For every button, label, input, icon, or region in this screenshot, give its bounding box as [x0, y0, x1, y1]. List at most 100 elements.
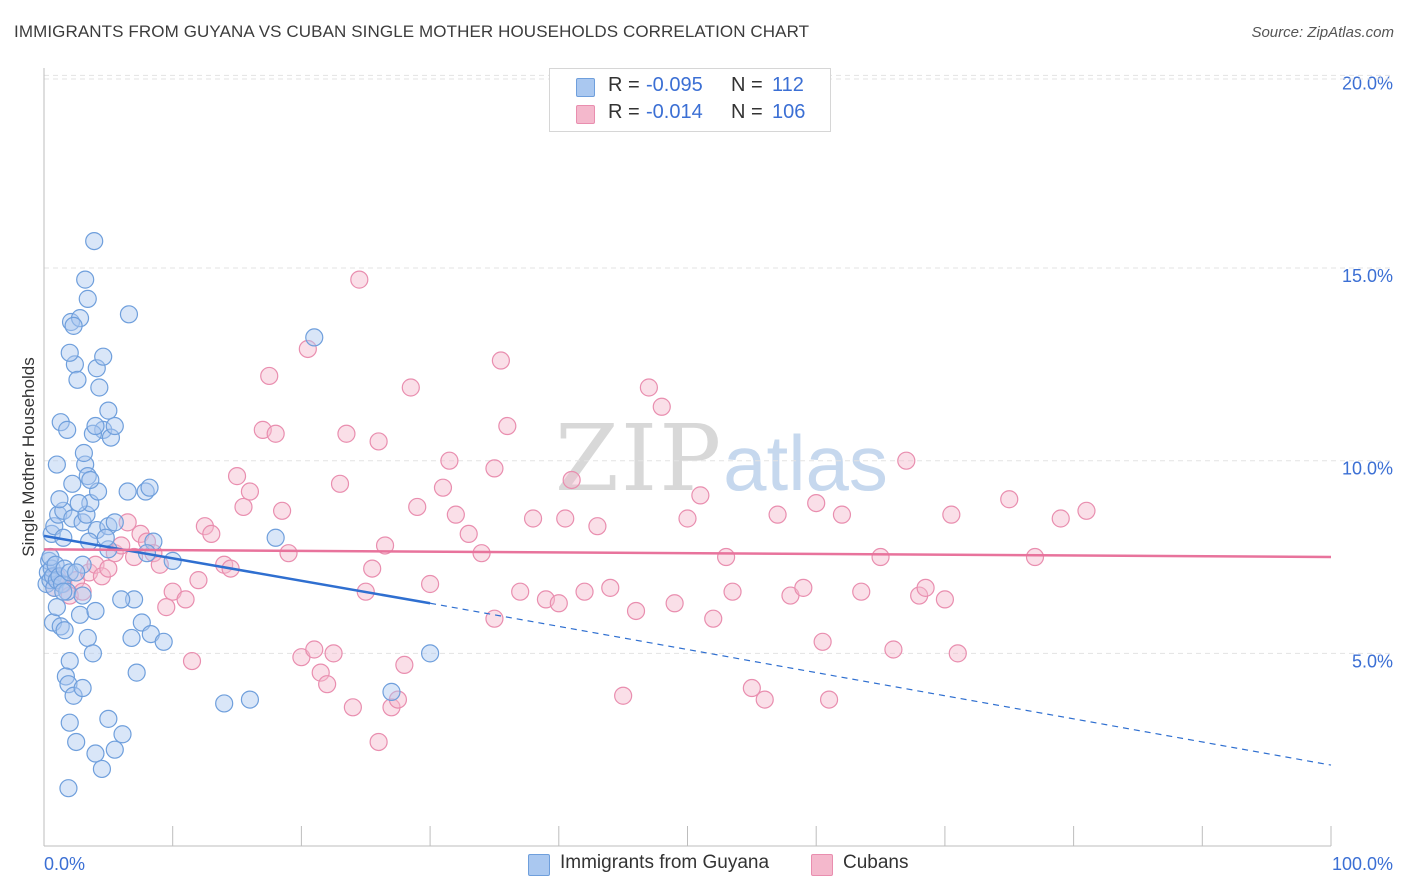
cuban-point — [279, 544, 298, 563]
cuban-point — [1025, 547, 1045, 567]
cuban-point — [234, 497, 253, 517]
cuban-point — [626, 601, 646, 621]
legend-row-guyana: R = -0.095 N = 112 — [550, 74, 830, 100]
guyana-point — [101, 428, 121, 447]
guyana-point — [46, 555, 65, 574]
cuban-point — [704, 609, 723, 628]
guyana-point — [54, 582, 73, 601]
legend-box: R = -0.095 N = 112 R = -0.014 N = 106 — [549, 68, 831, 132]
cuban-point — [350, 270, 369, 289]
guyana-point — [63, 509, 82, 528]
guyana-point — [113, 725, 132, 744]
x-tick-label: 0.0% — [44, 854, 85, 874]
bottom-legend-swatch-guyana — [528, 854, 550, 876]
cuban-point — [330, 474, 350, 493]
guyana-point — [60, 651, 79, 671]
guyana-point — [50, 490, 69, 509]
cuban-point — [511, 582, 530, 601]
cuban-point — [272, 501, 292, 520]
guyana-point — [105, 740, 124, 759]
legend-r-label: R = — [608, 74, 640, 96]
cuban-point — [691, 486, 710, 505]
guyana-point — [118, 482, 137, 501]
cuban-point — [337, 424, 356, 443]
guyana-point — [90, 378, 109, 397]
guyana-point — [119, 305, 139, 324]
cuban-point — [948, 644, 967, 663]
guyana-point — [68, 370, 87, 389]
cuban-point — [884, 640, 903, 659]
guyana-point — [305, 328, 324, 347]
guyana-trend-line — [43, 534, 431, 605]
cuban-point — [1077, 501, 1096, 520]
guyana-point — [69, 493, 88, 513]
guyana-point — [94, 347, 113, 366]
cuban-point — [916, 578, 935, 597]
guyana-point — [124, 590, 144, 609]
cuban-point — [549, 594, 568, 613]
series-cubans — [45, 270, 1096, 752]
guyana-point — [73, 586, 92, 605]
guyana-point — [99, 401, 118, 420]
cuban-point — [118, 513, 137, 532]
cuban-point — [819, 690, 839, 709]
bottom-legend-swatch-cubans — [811, 854, 833, 876]
cuban-point — [832, 505, 852, 524]
cuban-point — [652, 397, 671, 416]
watermark-atlas: atlas — [723, 419, 888, 507]
cuban-point — [678, 509, 697, 528]
guyana-point — [74, 443, 93, 463]
cuban-point — [240, 482, 260, 501]
cuban-point — [498, 416, 517, 436]
cuban-point — [395, 655, 414, 675]
cuban-point — [157, 598, 176, 617]
legend-n-label: N = — [731, 74, 763, 96]
cuban-point — [182, 651, 202, 671]
legend-r-value-guyana: -0.095 — [646, 74, 703, 96]
cuban-point — [897, 451, 916, 470]
guyana-point — [67, 563, 86, 582]
cuban-point — [260, 366, 279, 386]
cuban-point — [421, 574, 440, 594]
guyana-point — [65, 355, 84, 374]
cuban-point — [794, 578, 813, 597]
cuban-point — [1051, 509, 1070, 528]
guyana-point — [99, 709, 118, 728]
cuban-trend-line — [43, 548, 1332, 559]
cuban-point — [305, 640, 324, 659]
guyana-point — [154, 632, 173, 651]
legend-n-label: N = — [731, 101, 763, 123]
legend-swatch-cubans — [576, 105, 595, 124]
cuban-point — [343, 698, 362, 717]
cuban-point — [639, 378, 658, 397]
bottom-legend-label-guyana: Immigrants from Guyana — [560, 852, 770, 873]
guyana-point — [58, 420, 77, 439]
legend-r-value-cubans: -0.014 — [646, 101, 703, 123]
cuban-point — [446, 505, 465, 524]
cuban-point — [375, 536, 395, 555]
guyana-point — [60, 713, 79, 732]
guyana-point — [60, 343, 79, 362]
guyana-point — [163, 551, 182, 570]
guyana-point — [55, 621, 74, 640]
cuban-point — [298, 339, 317, 359]
guyana-point — [240, 690, 260, 709]
guyana-point — [78, 289, 97, 308]
cuban-point — [189, 571, 208, 590]
guyana-point — [78, 628, 97, 648]
guyana-point — [47, 455, 66, 474]
cuban-point — [408, 497, 427, 517]
guyana-point — [266, 528, 285, 547]
cuban-point — [318, 675, 337, 694]
guyana-point — [382, 682, 401, 701]
cuban-point — [1000, 490, 1019, 509]
guyana-trend-extension — [429, 602, 1332, 766]
cuban-point — [99, 559, 118, 578]
cuban-point — [813, 632, 832, 651]
guyana-point — [122, 628, 141, 648]
cuban-point — [176, 590, 195, 609]
cuban-point — [601, 578, 620, 597]
cuban-point — [363, 559, 382, 578]
guyana-point — [127, 663, 146, 682]
series-guyana — [37, 231, 440, 798]
